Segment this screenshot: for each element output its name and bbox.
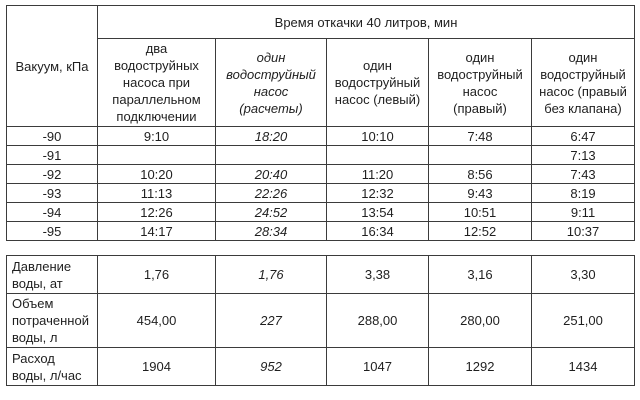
time-value-cell: 12:52 [428,221,532,241]
time-value-cell [97,145,216,165]
table-row: -95 14:17 28:34 16:34 12:52 10:37 [6,221,636,241]
table-header-row: Вакуум, кПа Время откачки 40 литров, мин [6,5,636,127]
vacuum-value-cell: -92 [6,164,98,184]
stat-row-label-cell: Давление воды, ат [6,255,98,294]
time-value-cell [428,145,532,165]
time-value-cell: 6:47 [530,126,636,146]
time-value-cell [326,145,429,165]
stat-value-cell: 1,76 [97,255,216,294]
time-value-cell: 16:34 [326,221,429,241]
stat-value-cell: 3,38 [326,255,429,294]
stat-value-cell: 227 [215,293,327,348]
table-row: Объем потраченной воды, л 454,00 227 288,00… [6,293,635,348]
pump-time-table: Вакуум, кПа Время откачки 40 литров, мин… [6,5,636,241]
table-row: Давление воды, ат 1,76 1,76 3,38 3,16 3,30 [6,255,635,294]
pump-column-header-2: один водоструйный насос (расчеты) [215,38,327,127]
stat-row-label-cell: Расход воды, л/час [6,347,98,386]
table-row: -93 11:13 22:26 12:32 9:43 8:19 [6,183,636,203]
time-value-cell: 18:20 [215,126,327,146]
stat-value-cell: 1904 [97,347,216,386]
pump-time-span-header: Время откачки 40 литров, мин [96,5,636,39]
time-value-cell: 7:43 [530,164,636,184]
table-row: -94 12:26 24:52 13:54 10:51 9:11 [6,202,636,222]
time-value-cell: 8:56 [428,164,532,184]
vacuum-value-cell: -91 [6,145,98,165]
table-row: -90 9:10 18:20 10:10 7:48 6:47 [6,126,636,146]
stat-value-cell: 454,00 [97,293,216,348]
time-value-cell: 7:13 [530,145,636,165]
table-subheader-row: два водоструйных насоса при параллельном… [7,38,636,127]
vacuum-value-cell: -90 [6,126,98,146]
stat-value-cell: 952 [215,347,327,386]
vacuum-value-cell: -94 [6,202,98,222]
stat-value-cell: 1047 [326,347,429,386]
stat-value-cell: 3,30 [531,255,635,294]
time-value-cell: 13:54 [326,202,429,222]
table-row: -92 10:20 20:40 11:20 8:56 7:43 [6,164,636,184]
vacuum-value-cell: -93 [6,183,98,203]
time-value-cell: 8:19 [530,183,636,203]
time-value-cell: 9:43 [428,183,532,203]
vacuum-value-cell: -95 [6,221,98,241]
time-value-cell: 10:10 [326,126,429,146]
time-value-cell: 14:17 [97,221,216,241]
table-row: -91 7:13 [6,145,636,165]
time-value-cell: 11:20 [326,164,429,184]
time-value-cell: 10:51 [428,202,532,222]
time-value-cell: 7:48 [428,126,532,146]
time-value-cell: 12:32 [326,183,429,203]
time-value-cell: 20:40 [215,164,327,184]
time-value-cell: 10:20 [97,164,216,184]
pump-column-header-1: два водоструйных насоса при параллельном… [97,38,216,127]
stat-value-cell: 251,00 [531,293,635,348]
time-value-cell: 24:52 [215,202,327,222]
stat-value-cell: 280,00 [428,293,532,348]
stat-value-cell: 1292 [428,347,532,386]
stat-value-cell: 1434 [531,347,635,386]
water-stats-table: Давление воды, ат 1,76 1,76 3,38 3,16 3,30 Объ… [6,255,635,386]
pump-column-header-4: один водоструйный насос (правый) [428,38,532,127]
time-value-cell: 22:26 [215,183,327,203]
pump-column-header-5: один водоструйный насос (правый без клап… [530,38,636,127]
stat-value-cell: 288,00 [326,293,429,348]
time-value-cell: 10:37 [530,221,636,241]
pump-column-header-3: один водоструйный насос (левый) [326,38,429,127]
vacuum-column-header: Вакуум, кПа [6,5,98,127]
time-value-cell: 28:34 [215,221,327,241]
time-value-cell: 11:13 [97,183,216,203]
time-value-cell: 9:10 [97,126,216,146]
time-value-cell [215,145,327,165]
time-value-cell: 12:26 [97,202,216,222]
table-row: Расход воды, л/час 1904 952 1047 1292 1434 [6,347,635,386]
stat-value-cell: 3,16 [428,255,532,294]
stat-row-label-cell: Объем потраченной воды, л [6,293,98,348]
time-value-cell: 9:11 [530,202,636,222]
stat-value-cell: 1,76 [215,255,327,294]
